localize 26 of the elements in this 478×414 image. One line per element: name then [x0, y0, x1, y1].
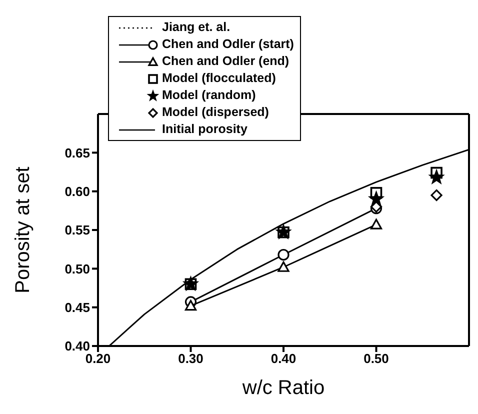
- x-tick-label: 0.20: [85, 351, 111, 366]
- legend-label: Model (dispersed): [162, 104, 269, 121]
- y-tick-label: 0.45: [64, 300, 90, 315]
- x-tick-label: 0.50: [364, 351, 389, 366]
- point: [430, 189, 442, 201]
- point: [428, 168, 445, 185]
- point: [278, 248, 290, 261]
- legend-label: Chen and Odler (start): [162, 36, 294, 53]
- legend-label: Initial porosity: [162, 121, 248, 138]
- legend-label: Model (flocculated): [162, 70, 276, 87]
- point: [182, 275, 200, 292]
- x-tick-label: 0.30: [178, 351, 204, 366]
- legend-label: Model (random): [162, 87, 256, 104]
- y-tick-label: 0.50: [64, 261, 90, 276]
- y-tick-label: 0.60: [64, 184, 90, 199]
- y-tick-label: 0.40: [64, 338, 90, 354]
- point: [278, 261, 290, 272]
- point: [184, 300, 197, 311]
- y-axis-title: Porosity at set: [12, 166, 34, 294]
- x-tick-label: 0.40: [270, 351, 296, 366]
- legend-label: Jiang et. al.: [162, 19, 230, 36]
- legend-label: Chen and Odler (end): [162, 53, 290, 70]
- y-tick-label: 0.65: [64, 145, 90, 160]
- point: [370, 218, 382, 230]
- y-tick-label: 0.55: [64, 222, 90, 238]
- x-axis-title: w/c Ratio: [241, 377, 325, 399]
